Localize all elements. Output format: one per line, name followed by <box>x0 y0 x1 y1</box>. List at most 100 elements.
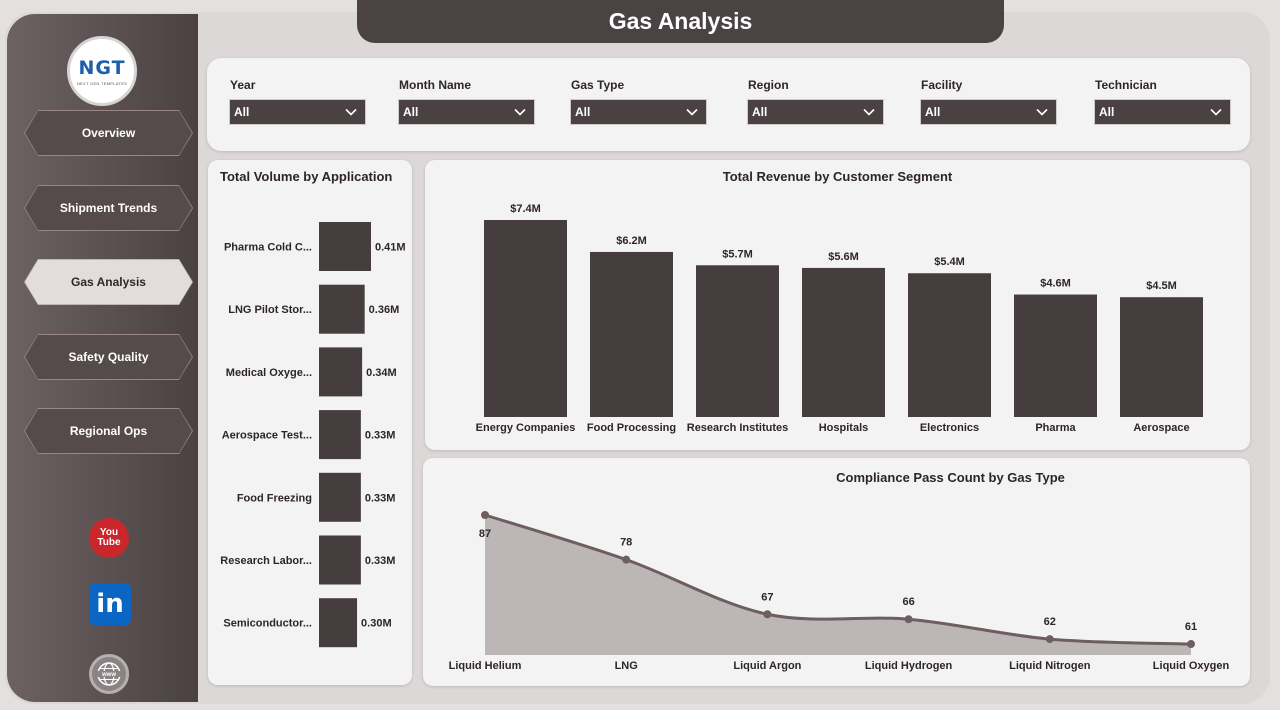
filter-bar: Year All Month Name All Gas Type All Reg… <box>207 58 1250 151</box>
compliance-panel: Compliance Pass Count by Gas Type 87 Liqu… <box>423 458 1250 686</box>
filter-gas-type-dropdown[interactable]: All <box>570 99 707 125</box>
volume-value-label: 0.33M <box>365 492 396 504</box>
volume-bar <box>319 284 365 334</box>
chevron-down-icon <box>1210 108 1222 116</box>
nav-regional-ops-label: Regional Ops <box>69 424 148 438</box>
compliance-chart-title: Compliance Pass Count by Gas Type <box>836 470 1065 485</box>
volume-value-label: 0.36M <box>369 304 400 316</box>
compliance-point <box>904 615 913 624</box>
filter-month-name-dropdown[interactable]: All <box>398 99 535 125</box>
compliance-point <box>1045 635 1054 644</box>
volume-category-label: Food Freezing <box>237 492 312 504</box>
revenue-bar <box>590 251 673 417</box>
nav-safety-quality-button[interactable]: Safety Quality <box>24 334 193 380</box>
compliance-category-label: LNG <box>615 660 638 672</box>
volume-category-label: Pharma Cold C... <box>224 242 312 254</box>
nav-overview-button[interactable]: Overview <box>24 110 193 156</box>
volume-category-label: LNG Pilot Stor... <box>228 304 312 316</box>
filter-year-value: All <box>234 105 250 119</box>
compliance-point <box>1187 640 1195 649</box>
compliance-category-label: Liquid Nitrogen <box>1009 660 1091 672</box>
revenue-value-label: $5.6M <box>828 251 859 263</box>
globe-icon: www <box>97 662 121 686</box>
website-globe-icon[interactable]: www <box>89 654 129 694</box>
revenue-category-label: Food Processing <box>587 422 676 434</box>
filter-region-label: Region <box>748 78 789 92</box>
logo-mark: NGT <box>78 56 126 79</box>
filter-facility-label: Facility <box>921 78 963 92</box>
revenue-value-label: $6.2M <box>616 235 647 247</box>
revenue-bar <box>696 265 779 417</box>
compliance-area <box>485 515 1191 655</box>
revenue-value-label: $7.4M <box>510 203 541 215</box>
compliance-value-label: 62 <box>1044 616 1056 628</box>
volume-value-label: 0.33M <box>365 430 396 442</box>
volume-value-label: 0.34M <box>366 367 397 379</box>
linkedin-text: in <box>96 589 124 619</box>
revenue-value-label: $4.6M <box>1040 278 1071 290</box>
compliance-point <box>481 511 489 519</box>
compliance-category-label: Liquid Helium <box>449 660 522 672</box>
compliance-value-label: 78 <box>620 537 632 549</box>
nav-shipment-trends-label: Shipment Trends <box>59 201 158 215</box>
filter-technician-dropdown[interactable]: All <box>1094 99 1231 125</box>
chevron-down-icon <box>345 108 357 116</box>
compliance-value-label: 67 <box>761 591 773 603</box>
filter-month-name-label: Month Name <box>399 78 471 92</box>
revenue-category-label: Electronics <box>920 422 979 434</box>
revenue-value-label: $5.4M <box>934 256 965 268</box>
volume-bar <box>319 222 371 271</box>
chevron-down-icon <box>863 108 875 116</box>
revenue-value-label: $5.7M <box>722 248 753 260</box>
filter-gas-type-label: Gas Type <box>571 78 625 92</box>
compliance-category-label: Liquid Hydrogen <box>865 660 953 672</box>
filter-region-value: All <box>752 105 768 119</box>
filter-gas-type-value: All <box>575 105 591 119</box>
nav-gas-analysis-label: Gas Analysis <box>71 275 146 289</box>
filter-year-label: Year <box>230 78 256 92</box>
chevron-down-icon <box>514 108 526 116</box>
compliance-point <box>763 610 772 619</box>
volume-bar <box>319 347 363 397</box>
linkedin-icon[interactable]: in <box>89 583 131 625</box>
volume-category-label: Semiconductor... <box>223 618 312 630</box>
volume-value-label: 0.30M <box>361 618 392 630</box>
svg-text:www: www <box>101 672 116 678</box>
revenue-bar <box>484 220 567 417</box>
volume-chart-title: Total Volume by Application <box>220 169 393 184</box>
youtube-text-bottom: Tube <box>97 537 121 548</box>
revenue-bar <box>908 273 991 417</box>
volume-bar <box>319 598 358 648</box>
filter-month-name-value: All <box>403 105 419 119</box>
ngt-logo[interactable]: NGT NEXT GEN TEMPLATES <box>67 36 137 106</box>
compliance-value-label: 61 <box>1185 621 1197 633</box>
chevron-down-icon <box>686 108 698 116</box>
compliance-chart: 87 Liquid Helium 78 LNG 67 Liquid Argon 66 Liqu… <box>449 511 1230 672</box>
revenue-category-label: Energy Companies <box>476 422 576 434</box>
revenue-chart: $7.4M Energy Companies $6.2M Food Processin… <box>476 203 1203 434</box>
volume-category-label: Medical Oxyge... <box>226 367 312 379</box>
volume-value-label: 0.33M <box>365 555 396 567</box>
volume-bar <box>319 410 361 460</box>
filter-region-dropdown[interactable]: All <box>747 99 884 125</box>
compliance-value-label: 66 <box>902 596 914 608</box>
compliance-category-label: Liquid Oxygen <box>1153 660 1230 672</box>
filter-facility-dropdown[interactable]: All <box>920 99 1057 125</box>
page-title: Gas Analysis <box>357 0 1004 43</box>
volume-value-label: 0.41M <box>375 242 406 254</box>
filter-year-dropdown[interactable]: All <box>229 99 366 125</box>
volume-chart: Pharma Cold C... 0.41M LNG Pilot Stor... 0.… <box>220 222 406 648</box>
filter-technician-label: Technician <box>1095 78 1157 92</box>
nav-regional-ops-button[interactable]: Regional Ops <box>24 408 193 454</box>
nav-shipment-trends-button[interactable]: Shipment Trends <box>24 185 193 231</box>
volume-bar <box>319 535 361 585</box>
youtube-icon[interactable]: You Tube <box>89 518 129 558</box>
compliance-value-label: 87 <box>479 528 491 540</box>
revenue-panel: Total Revenue by Customer Segment $7.4M E… <box>425 160 1250 450</box>
revenue-category-label: Pharma <box>1035 422 1076 434</box>
volume-bar <box>319 472 361 522</box>
chevron-down-icon <box>1036 108 1048 116</box>
revenue-bar <box>1120 297 1203 417</box>
sidebar: NGT NEXT GEN TEMPLATES Overview Shipment… <box>7 14 198 702</box>
nav-gas-analysis-button[interactable]: Gas Analysis <box>24 259 193 305</box>
